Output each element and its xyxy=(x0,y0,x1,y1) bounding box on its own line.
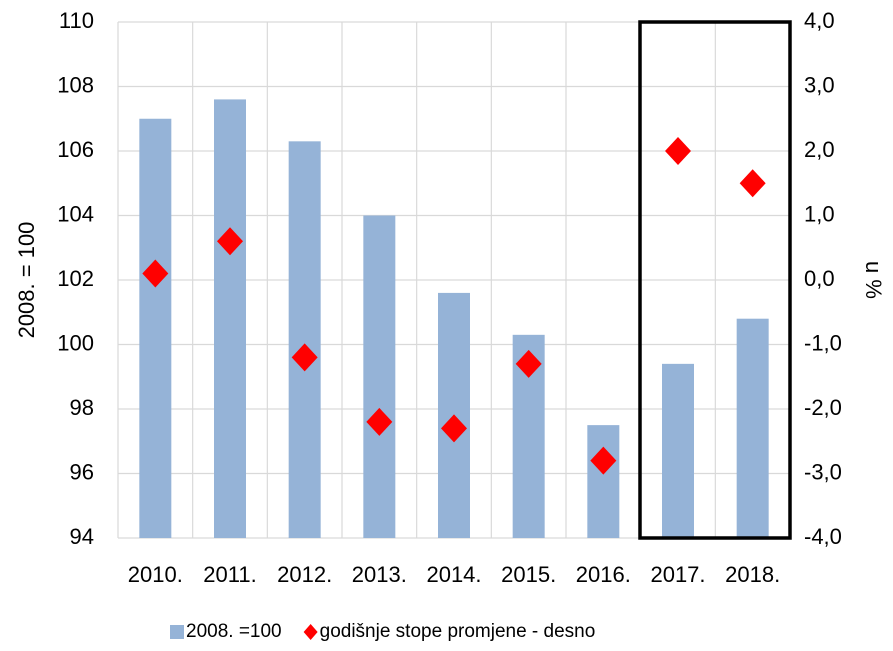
diamond-marker xyxy=(515,349,542,378)
diamond-marker xyxy=(217,227,243,256)
y2-tick-label: -3,0 xyxy=(804,459,842,484)
bar xyxy=(139,118,172,538)
bar xyxy=(662,363,694,538)
y2-tick-label: -1,0 xyxy=(804,330,842,355)
y2-tick-label: -4,0 xyxy=(804,524,842,549)
diamond-marker xyxy=(366,407,393,436)
x-tick-label: 2016. xyxy=(576,562,631,587)
y-tick-label: 108 xyxy=(57,72,94,97)
y2-tick-label: -2,0 xyxy=(804,395,842,420)
diamond-marker xyxy=(590,446,617,475)
y-tick-label: 102 xyxy=(57,266,94,291)
x-tick-label: 2015. xyxy=(501,562,556,587)
y-tick-label: 110 xyxy=(59,8,94,33)
x-tick-label: 2011. xyxy=(203,562,256,587)
y2-axis-label: u % xyxy=(861,261,886,299)
diamond-marker xyxy=(291,343,318,372)
y2-tick-label: 3,0 xyxy=(804,72,835,97)
y-tick-label: 94 xyxy=(70,524,94,549)
bar xyxy=(288,141,321,538)
x-tick-label: 2013. xyxy=(352,562,407,587)
diamond-marker xyxy=(665,137,691,165)
x-tick-label: 2010. xyxy=(128,562,183,587)
x-tick-label: 2017. xyxy=(650,562,705,587)
marks xyxy=(139,99,769,539)
x-tick-label: 2012. xyxy=(277,562,332,587)
highlight-box xyxy=(638,20,792,540)
bar xyxy=(363,215,396,538)
legend-swatch xyxy=(170,625,184,639)
y2-tick-label: 2,0 xyxy=(804,137,835,162)
diamond-marker xyxy=(441,414,467,443)
x-tick-label: 2014. xyxy=(426,562,481,587)
bar xyxy=(736,318,769,538)
y-axis-label: 2008. = 100 xyxy=(14,222,39,339)
y-tick-label: 98 xyxy=(70,395,94,420)
bar xyxy=(587,425,620,538)
x-tick-label: 2018. xyxy=(725,562,780,587)
y2-tick-label: 0,0 xyxy=(804,266,835,291)
bar xyxy=(214,99,246,539)
diamond-marker xyxy=(739,169,766,198)
diamond-marker xyxy=(142,259,169,288)
legend-swatch xyxy=(303,624,318,640)
y-tick-label: 100 xyxy=(57,330,94,355)
y2-tick-label: 4,0 xyxy=(804,8,835,33)
legend-label: 2008. =100 xyxy=(186,621,282,642)
legend-label: godišnje stope promjene - desno xyxy=(320,621,596,642)
y2-tick-label: 1,0 xyxy=(804,201,835,226)
y-tick-label: 104 xyxy=(57,201,94,226)
y-tick-label: 106 xyxy=(57,137,94,162)
y-tick-label: 96 xyxy=(70,459,94,484)
